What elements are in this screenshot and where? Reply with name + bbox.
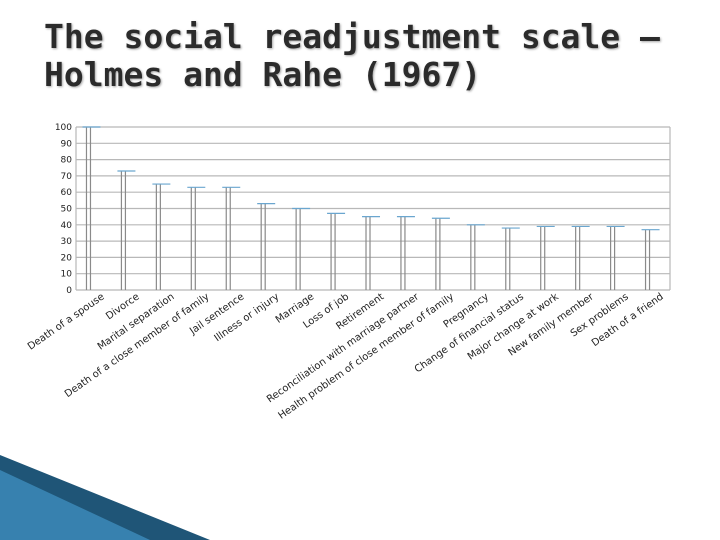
bar-4 bbox=[187, 186, 206, 290]
chart-bars bbox=[82, 126, 660, 290]
corner-decoration bbox=[0, 455, 210, 540]
bar-7 bbox=[292, 207, 311, 290]
y-axis-ticks: 0 10 20 30 40 50 60 70 80 90 100 bbox=[55, 123, 72, 296]
y-tick-label-80: 80 bbox=[61, 156, 73, 166]
bar-15 bbox=[571, 225, 590, 290]
y-tick-label-100: 100 bbox=[55, 123, 72, 133]
bar-12 bbox=[466, 224, 485, 290]
bar-8 bbox=[327, 212, 346, 290]
y-tick-label-10: 10 bbox=[61, 270, 73, 280]
bar-9 bbox=[362, 216, 381, 290]
bar-10 bbox=[396, 216, 415, 290]
y-tick-label-20: 20 bbox=[61, 253, 73, 263]
chart-grid bbox=[75, 126, 671, 291]
x-category-label-6: Illness or injury bbox=[213, 291, 282, 344]
bar-6 bbox=[257, 203, 276, 290]
bar-2 bbox=[117, 170, 136, 290]
y-tick-label-90: 90 bbox=[61, 139, 73, 149]
y-tick-label-60: 60 bbox=[61, 188, 73, 198]
slide-title: The social readjustment scale – Holmes a… bbox=[44, 18, 684, 94]
bar-3 bbox=[152, 183, 171, 290]
y-tick-label-70: 70 bbox=[61, 172, 73, 182]
title-line-2: Holmes and Rahe (1967) bbox=[44, 55, 482, 94]
bar-16 bbox=[606, 225, 625, 290]
y-tick-label-0: 0 bbox=[66, 286, 72, 296]
bar-17 bbox=[641, 229, 660, 290]
title-line-1: The social readjustment scale – bbox=[44, 17, 660, 56]
y-tick-label-30: 30 bbox=[61, 237, 73, 247]
bar-13 bbox=[501, 227, 520, 290]
bar-14 bbox=[536, 225, 555, 290]
y-tick-label-50: 50 bbox=[61, 205, 73, 215]
bar-5 bbox=[222, 186, 241, 290]
bar-1 bbox=[82, 126, 101, 290]
y-tick-label-40: 40 bbox=[61, 221, 73, 231]
corner-shape-light bbox=[0, 470, 150, 540]
bar-11 bbox=[431, 217, 450, 290]
